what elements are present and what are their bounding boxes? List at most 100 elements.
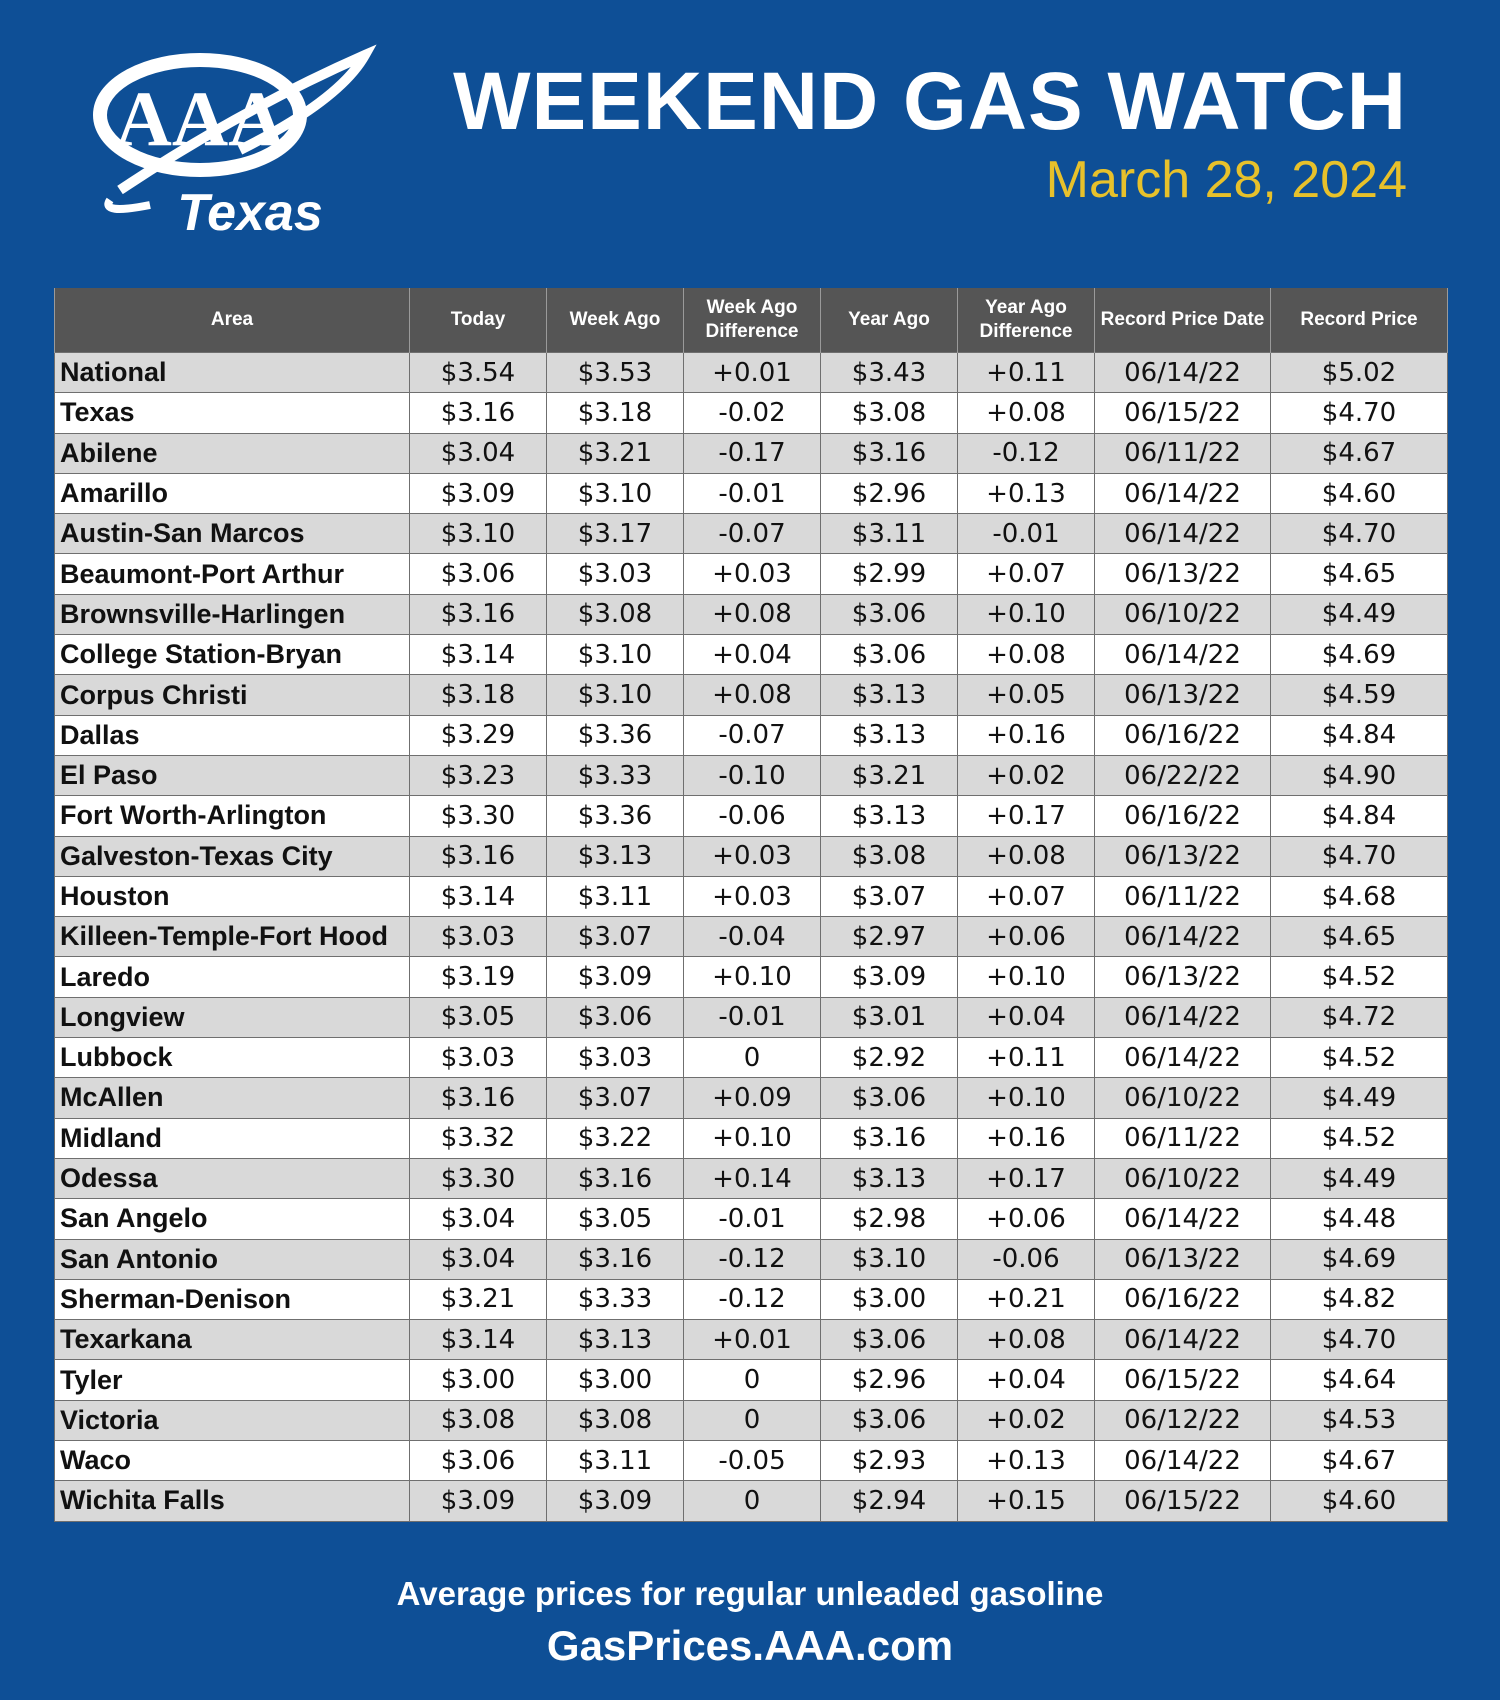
record-price-cell: $4.70 <box>1270 392 1448 434</box>
year-ago-diff-cell: +0.07 <box>957 875 1095 918</box>
table-header-row: Area Today Week Ago Week Ago Difference … <box>54 288 1448 353</box>
record-date-cell: 06/10/22 <box>1094 1077 1271 1119</box>
record-date-cell: 06/15/22 <box>1094 392 1271 434</box>
year-ago-cell: $3.01 <box>820 996 958 1039</box>
area-cell: Austin-San Marcos <box>54 513 410 555</box>
year-ago-diff-cell: +0.04 <box>957 996 1095 1039</box>
area-cell: McAllen <box>54 1077 410 1119</box>
week-ago-diff-cell: +0.14 <box>683 1157 821 1200</box>
record-date-cell: 06/15/22 <box>1094 1480 1271 1522</box>
table-row: Austin-San Marcos $3.10 $3.17 -0.07 $3.11 -0.… <box>54 513 1448 555</box>
logo-texas-text: Texas <box>177 184 323 242</box>
week-ago-cell: $3.13 <box>546 1319 684 1361</box>
today-cell: $3.04 <box>409 1198 547 1240</box>
today-cell: $3.10 <box>409 513 547 555</box>
table-row: Odessa $3.30 $3.16 +0.14 $3.13 +0.17 06/10/22 $… <box>54 1157 1448 1200</box>
record-price-cell: $4.59 <box>1270 674 1448 716</box>
record-date-cell: 06/14/22 <box>1094 634 1271 676</box>
week-ago-diff-cell: +0.03 <box>683 553 821 595</box>
table-row: Victoria $3.08 $3.08 0 $3.06 +0.02 06/12/22 $4.… <box>54 1399 1448 1442</box>
record-price-cell: $4.68 <box>1270 875 1448 918</box>
year-ago-diff-cell: +0.11 <box>957 1037 1095 1079</box>
record-price-cell: $4.72 <box>1270 996 1448 1039</box>
week-ago-cell: $3.16 <box>546 1157 684 1200</box>
record-price-cell: $4.84 <box>1270 795 1448 837</box>
today-cell: $3.30 <box>409 1157 547 1200</box>
area-cell: Brownsville-Harlingen <box>54 593 410 636</box>
year-ago-diff-cell: +0.04 <box>957 1359 1095 1401</box>
today-cell: $3.05 <box>409 996 547 1039</box>
column-header-record-price-date: Record Price Date <box>1094 288 1271 353</box>
year-ago-diff-cell: +0.17 <box>957 1157 1095 1200</box>
week-ago-diff-cell: -0.06 <box>683 795 821 837</box>
today-cell: $3.32 <box>409 1117 547 1159</box>
week-ago-diff-cell: -0.04 <box>683 916 821 958</box>
week-ago-cell: $3.13 <box>546 835 684 877</box>
week-ago-diff-cell: -0.17 <box>683 432 821 474</box>
year-ago-diff-cell: +0.02 <box>957 754 1095 797</box>
year-ago-diff-cell: +0.06 <box>957 1198 1095 1240</box>
table-row: Beaumont-Port Arthur $3.06 $3.03 +0.03 $2.99… <box>54 553 1448 595</box>
week-ago-diff-cell: +0.03 <box>683 875 821 918</box>
week-ago-cell: $3.36 <box>546 714 684 756</box>
table-row: Waco $3.06 $3.11 -0.05 $2.93 +0.13 06/14/22 $4.… <box>54 1440 1448 1482</box>
record-price-cell: $4.65 <box>1270 916 1448 958</box>
table-row: Texas $3.16 $3.18 -0.02 $3.08 +0.08 06/15/22 $4… <box>54 392 1448 434</box>
record-date-cell: 06/13/22 <box>1094 674 1271 716</box>
week-ago-cell: $3.22 <box>546 1117 684 1159</box>
table-row: Tyler $3.00 $3.00 0 $2.96 +0.04 06/15/22 $4.64 <box>54 1359 1448 1401</box>
gas-price-table: Area Today Week Ago Week Ago Difference … <box>54 288 1448 1522</box>
column-header-year-ago: Year Ago <box>820 288 958 353</box>
today-cell: $3.16 <box>409 593 547 636</box>
area-cell: Corpus Christi <box>54 674 410 716</box>
record-date-cell: 06/16/22 <box>1094 1278 1271 1321</box>
today-cell: $3.09 <box>409 1480 547 1522</box>
record-date-cell: 06/13/22 <box>1094 553 1271 595</box>
year-ago-diff-cell: +0.17 <box>957 795 1095 837</box>
year-ago-diff-cell: +0.08 <box>957 835 1095 877</box>
year-ago-cell: $3.16 <box>820 432 958 474</box>
today-cell: $3.16 <box>409 835 547 877</box>
week-ago-diff-cell: -0.07 <box>683 513 821 555</box>
record-date-cell: 06/13/22 <box>1094 835 1271 877</box>
today-cell: $3.16 <box>409 1077 547 1119</box>
today-cell: $3.08 <box>409 1399 547 1442</box>
week-ago-cell: $3.09 <box>546 1480 684 1522</box>
week-ago-diff-cell: -0.07 <box>683 714 821 756</box>
area-cell: Odessa <box>54 1157 410 1200</box>
table-row: Lubbock $3.03 $3.03 0 $2.92 +0.11 06/14/22 $4.5… <box>54 1037 1448 1079</box>
year-ago-cell: $3.08 <box>820 392 958 434</box>
year-ago-diff-cell: +0.15 <box>957 1480 1095 1522</box>
aaa-oval-logo-icon: AAA Texas <box>93 44 377 242</box>
table-row: Houston $3.14 $3.11 +0.03 $3.07 +0.07 06/11/22… <box>54 875 1448 918</box>
area-cell: Lubbock <box>54 1037 410 1079</box>
area-cell: Waco <box>54 1440 410 1482</box>
record-price-cell: $4.52 <box>1270 1117 1448 1159</box>
today-cell: $3.30 <box>409 795 547 837</box>
record-date-cell: 06/10/22 <box>1094 1157 1271 1200</box>
area-cell: Texarkana <box>54 1319 410 1361</box>
record-date-cell: 06/11/22 <box>1094 1117 1271 1159</box>
record-price-cell: $4.70 <box>1270 835 1448 877</box>
year-ago-cell: $2.92 <box>820 1037 958 1079</box>
table-row: Longview $3.05 $3.06 -0.01 $3.01 +0.04 06/14/2… <box>54 996 1448 1039</box>
year-ago-cell: $3.11 <box>820 513 958 555</box>
year-ago-cell: $3.43 <box>820 351 958 394</box>
year-ago-cell: $3.06 <box>820 1399 958 1442</box>
year-ago-cell: $3.10 <box>820 1238 958 1280</box>
year-ago-cell: $3.13 <box>820 1157 958 1200</box>
year-ago-diff-cell: +0.16 <box>957 714 1095 756</box>
today-cell: $3.54 <box>409 351 547 394</box>
year-ago-cell: $2.93 <box>820 1440 958 1482</box>
week-ago-cell: $3.00 <box>546 1359 684 1401</box>
record-date-cell: 06/14/22 <box>1094 351 1271 394</box>
year-ago-cell: $3.08 <box>820 835 958 877</box>
footer-website-link[interactable]: GasPrices.AAA.com <box>546 1622 954 1669</box>
week-ago-diff-cell: -0.12 <box>683 1278 821 1321</box>
year-ago-diff-cell: -0.12 <box>957 432 1095 474</box>
year-ago-cell: $3.07 <box>820 875 958 918</box>
area-cell: El Paso <box>54 754 410 797</box>
area-cell: Longview <box>54 996 410 1039</box>
record-date-cell: 06/11/22 <box>1094 432 1271 474</box>
today-cell: $3.14 <box>409 875 547 918</box>
